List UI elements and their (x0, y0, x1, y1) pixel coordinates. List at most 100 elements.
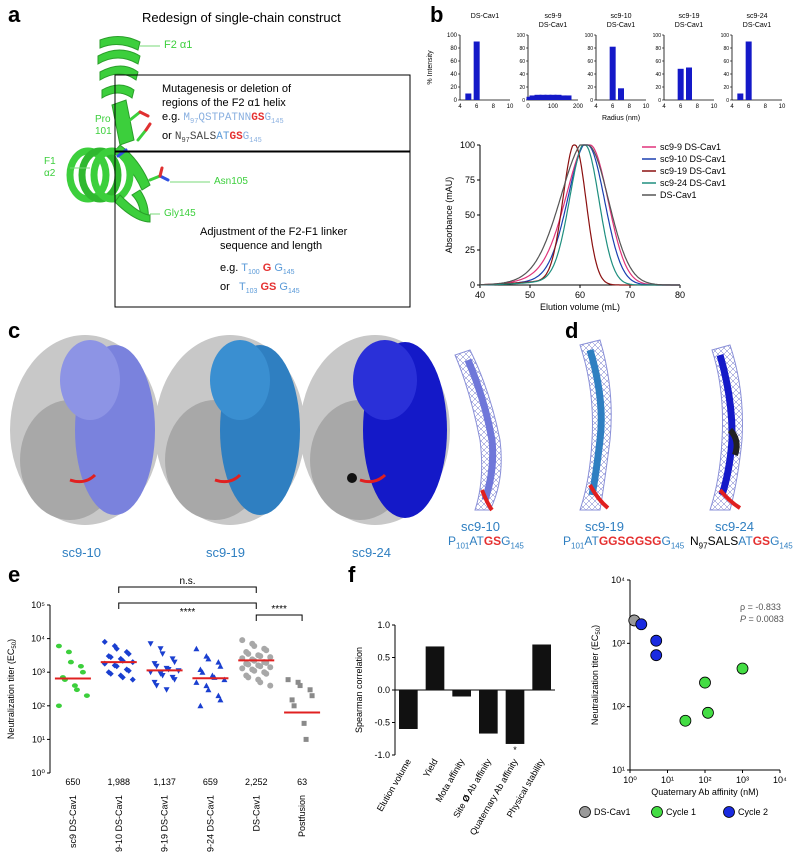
f-sc-x-tick-label: 10⁰ (623, 775, 637, 785)
f-bar-y-label: Spearman correlation (354, 647, 364, 733)
e-median-label: 63 (297, 777, 307, 787)
e-point (245, 674, 252, 681)
mutagenesis-sequence-1: e.g. M97QSTPATNNGSG145 (162, 110, 291, 129)
dls-bar (686, 67, 692, 100)
dls-x-tick-label: 4 (594, 104, 598, 110)
dls-y-tick-label: 100 (721, 33, 730, 39)
e-point (297, 683, 303, 689)
sec-x-tick-label: 80 (675, 290, 685, 300)
sec-x-label: Elution volume (mL) (540, 302, 620, 312)
dls-y-tick-label: 0 (454, 98, 458, 104)
dls-x-tick-label: 10 (507, 104, 514, 110)
e-y-tick-label: 10⁰ (31, 768, 45, 778)
dls-bar (564, 95, 572, 100)
seq-fragment: QSTPATNN (198, 112, 252, 124)
sec-y-tick-label: 50 (465, 210, 475, 220)
dls-y-tick-label: 40 (655, 72, 661, 78)
e-point (159, 651, 166, 657)
dls-x-tick-label: 4 (662, 104, 666, 110)
e-point (113, 645, 120, 652)
dls-subplot-title: sc9-19 (678, 13, 699, 20)
e-category-label: sc9-19 DS-Cav1 (160, 795, 170, 852)
seq-fragment: AT (738, 534, 753, 548)
f-bar (505, 690, 525, 744)
e-point (101, 638, 108, 645)
f-sc-point (650, 634, 663, 647)
f-bar-y-tick-label: -1.0 (374, 750, 390, 760)
dls-y-tick-label: 80 (655, 46, 661, 52)
or-text: or (220, 281, 233, 294)
seq-sub: 145 (779, 541, 793, 551)
e-point (77, 663, 84, 669)
sec-legend-label: sc9-10 DS-Cav1 (660, 154, 726, 164)
panel-e-chart: 10⁰ 10¹ 10² 10³ 10⁴ 10⁵ Neutralization titer (… (6, 576, 321, 852)
f-bar (452, 690, 471, 697)
dls-x-tick-label: 8 (628, 104, 632, 110)
density-seq-sc9-24: N97SALSATGSG145 (690, 534, 793, 550)
e-bracket-stars-2 (255, 614, 303, 621)
seq-fragment: AT (584, 534, 599, 548)
seq-residue: N (174, 131, 182, 144)
e-point (65, 649, 72, 655)
dls-y-tick-label: 60 (587, 59, 593, 65)
dls-y-label: % Intensity (427, 50, 434, 85)
e-point (125, 667, 132, 674)
dls-y-tick-label: 20 (723, 85, 729, 91)
seq-sub: 145 (287, 288, 300, 296)
e-point (301, 720, 307, 726)
f-sc-y-label: Neutralization titer (EC50) (590, 625, 602, 725)
pro-label: Pro (95, 114, 111, 125)
panel-d-density-maps (454, 339, 743, 512)
p-value: = 0.0083 (746, 614, 784, 624)
dls-y-tick-label: 0 (726, 98, 729, 104)
seq-residue: P (563, 534, 572, 548)
e-point (205, 655, 212, 662)
density-seq-sc9-10: P101ATGSG145 (448, 534, 524, 550)
seq-residue: G (264, 112, 272, 124)
e-point (159, 672, 166, 679)
panel-f-bar-chart: 1.0 0.5 0.0 -0.5 -1.0 Spearman correlation Elu… (354, 620, 555, 837)
panel-label-b: b (430, 2, 444, 27)
density-name-sc9-24: sc9-24 (715, 519, 755, 534)
e-point (79, 669, 86, 675)
seq-sub: 97 (698, 541, 708, 551)
dls-subplot-0: DS-Cav1 0 20 40 60 80 100 4 6 8 10 (447, 13, 514, 110)
sec-y-tick-label: 0 (470, 280, 475, 290)
e-y-label-end: ) (6, 639, 16, 642)
dls-y-tick-label: 0 (590, 98, 593, 104)
dls-y-tick-label: 100 (517, 33, 526, 39)
e-point (153, 683, 160, 689)
f-sc-y-tick-label: 10² (612, 702, 625, 712)
sec-legend-label: sc9-9 DS-Cav1 (660, 142, 721, 152)
seq-fragment: SALS (189, 131, 217, 144)
e-y-tick-label: 10² (32, 701, 45, 711)
panel-label-d: d (565, 318, 579, 343)
dls-x-tick-label: 4 (458, 104, 462, 110)
eg-text: e.g. (220, 262, 242, 274)
dls-y-tick-label: 40 (450, 72, 457, 78)
sec-line-2 (479, 144, 680, 286)
dls-x-tick-label: 4 (730, 104, 734, 110)
seq-sub: 103 (245, 288, 258, 296)
f-sc-point (699, 676, 711, 689)
sec-x-tick-label: 60 (575, 290, 585, 300)
e-point (169, 656, 176, 662)
eg-text: e.g. (162, 111, 184, 123)
e-label-stars-2: **** (271, 604, 287, 615)
dls-bar (677, 68, 684, 100)
e-point (193, 679, 200, 685)
f-sc-legend-label: Cycle 1 (666, 807, 696, 817)
dls-subplot-4: sc9-24 DS-Cav1 0 20 40 60 80 100 4 6 8 10 (721, 13, 786, 110)
seq-residue: G (242, 131, 250, 144)
structure-sc9-24 (300, 335, 450, 525)
f-sc-y-tick-label: 10⁴ (611, 575, 625, 585)
f-bar (479, 690, 498, 734)
f1-alpha2-label: α2 (44, 168, 56, 179)
e-point (199, 669, 206, 675)
e-point (309, 693, 315, 699)
e-median-label: 659 (203, 777, 218, 787)
e-point (267, 664, 274, 671)
seq-linker: GGSGGSG (598, 534, 662, 548)
f-sc-y-tick-label: 10¹ (612, 765, 625, 775)
